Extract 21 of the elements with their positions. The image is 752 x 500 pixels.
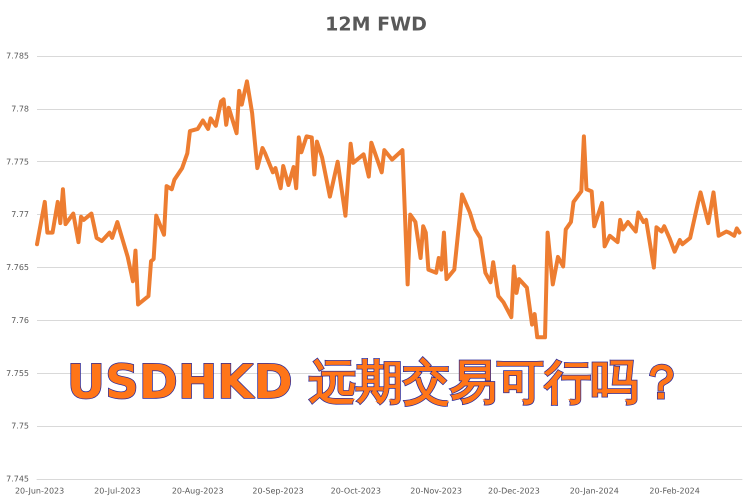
x-tick-label: 20-Dec-2023 <box>488 486 540 496</box>
y-tick-label: 7.745 <box>6 474 29 484</box>
x-tick-label: 20-Sep-2023 <box>252 486 304 496</box>
y-tick-label: 7.76 <box>11 316 29 325</box>
line-series <box>35 79 742 340</box>
y-tick-label: 7.755 <box>6 368 29 378</box>
x-tick-label: 20-Oct-2023 <box>330 486 381 496</box>
x-tick-label: 20-Nov-2023 <box>410 486 462 496</box>
y-tick-label: 7.775 <box>6 157 29 166</box>
y-tick-label: 7.75 <box>11 422 29 431</box>
y-tick-label: 7.78 <box>11 104 29 114</box>
x-tick-label: 20-Feb-2024 <box>649 486 700 496</box>
y-tick-label: 7.765 <box>6 263 29 272</box>
x-tick-label: 20-Aug-2023 <box>172 486 224 496</box>
x-tick-label: 20-Jun-2023 <box>14 486 64 496</box>
chart-title: 12M FWD <box>325 14 427 36</box>
annotation: USDHKD 远期交易可行吗？ <box>66 354 686 410</box>
y-tick-label: 7.785 <box>6 52 29 60</box>
x-tick-label: 20-Jan-2024 <box>570 486 619 496</box>
x-tick-label: 20-Jul-2023 <box>94 486 141 496</box>
y-tick-label: 7.77 <box>11 210 29 220</box>
